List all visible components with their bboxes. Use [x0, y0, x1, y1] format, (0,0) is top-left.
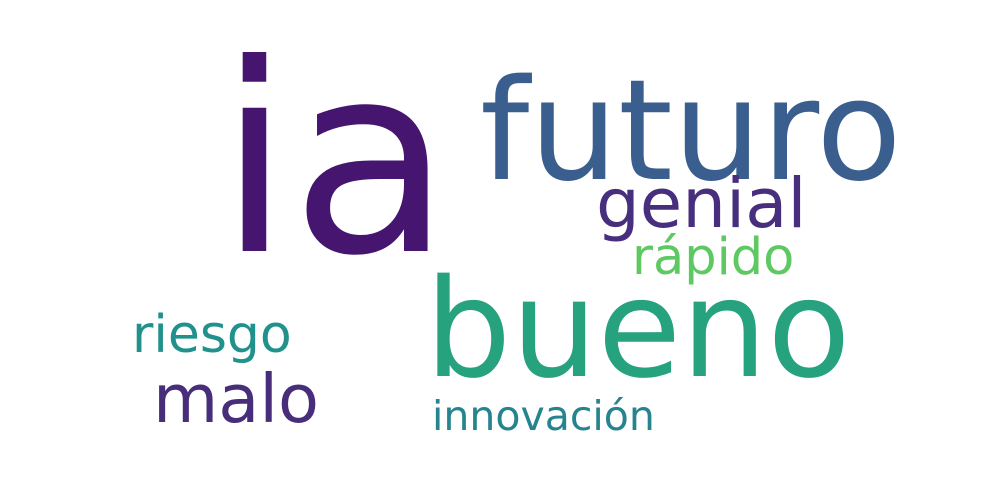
word-bueno: bueno — [425, 251, 851, 409]
word-rapido: rápido — [632, 228, 795, 287]
word-innovacion: innovación — [432, 392, 655, 440]
word-ia: ia — [218, 8, 452, 313]
word-futuro: futuro — [480, 50, 902, 213]
word-malo: malo — [153, 360, 319, 438]
word-riesgo: riesgo — [132, 305, 292, 365]
word-genial: genial — [596, 164, 807, 244]
